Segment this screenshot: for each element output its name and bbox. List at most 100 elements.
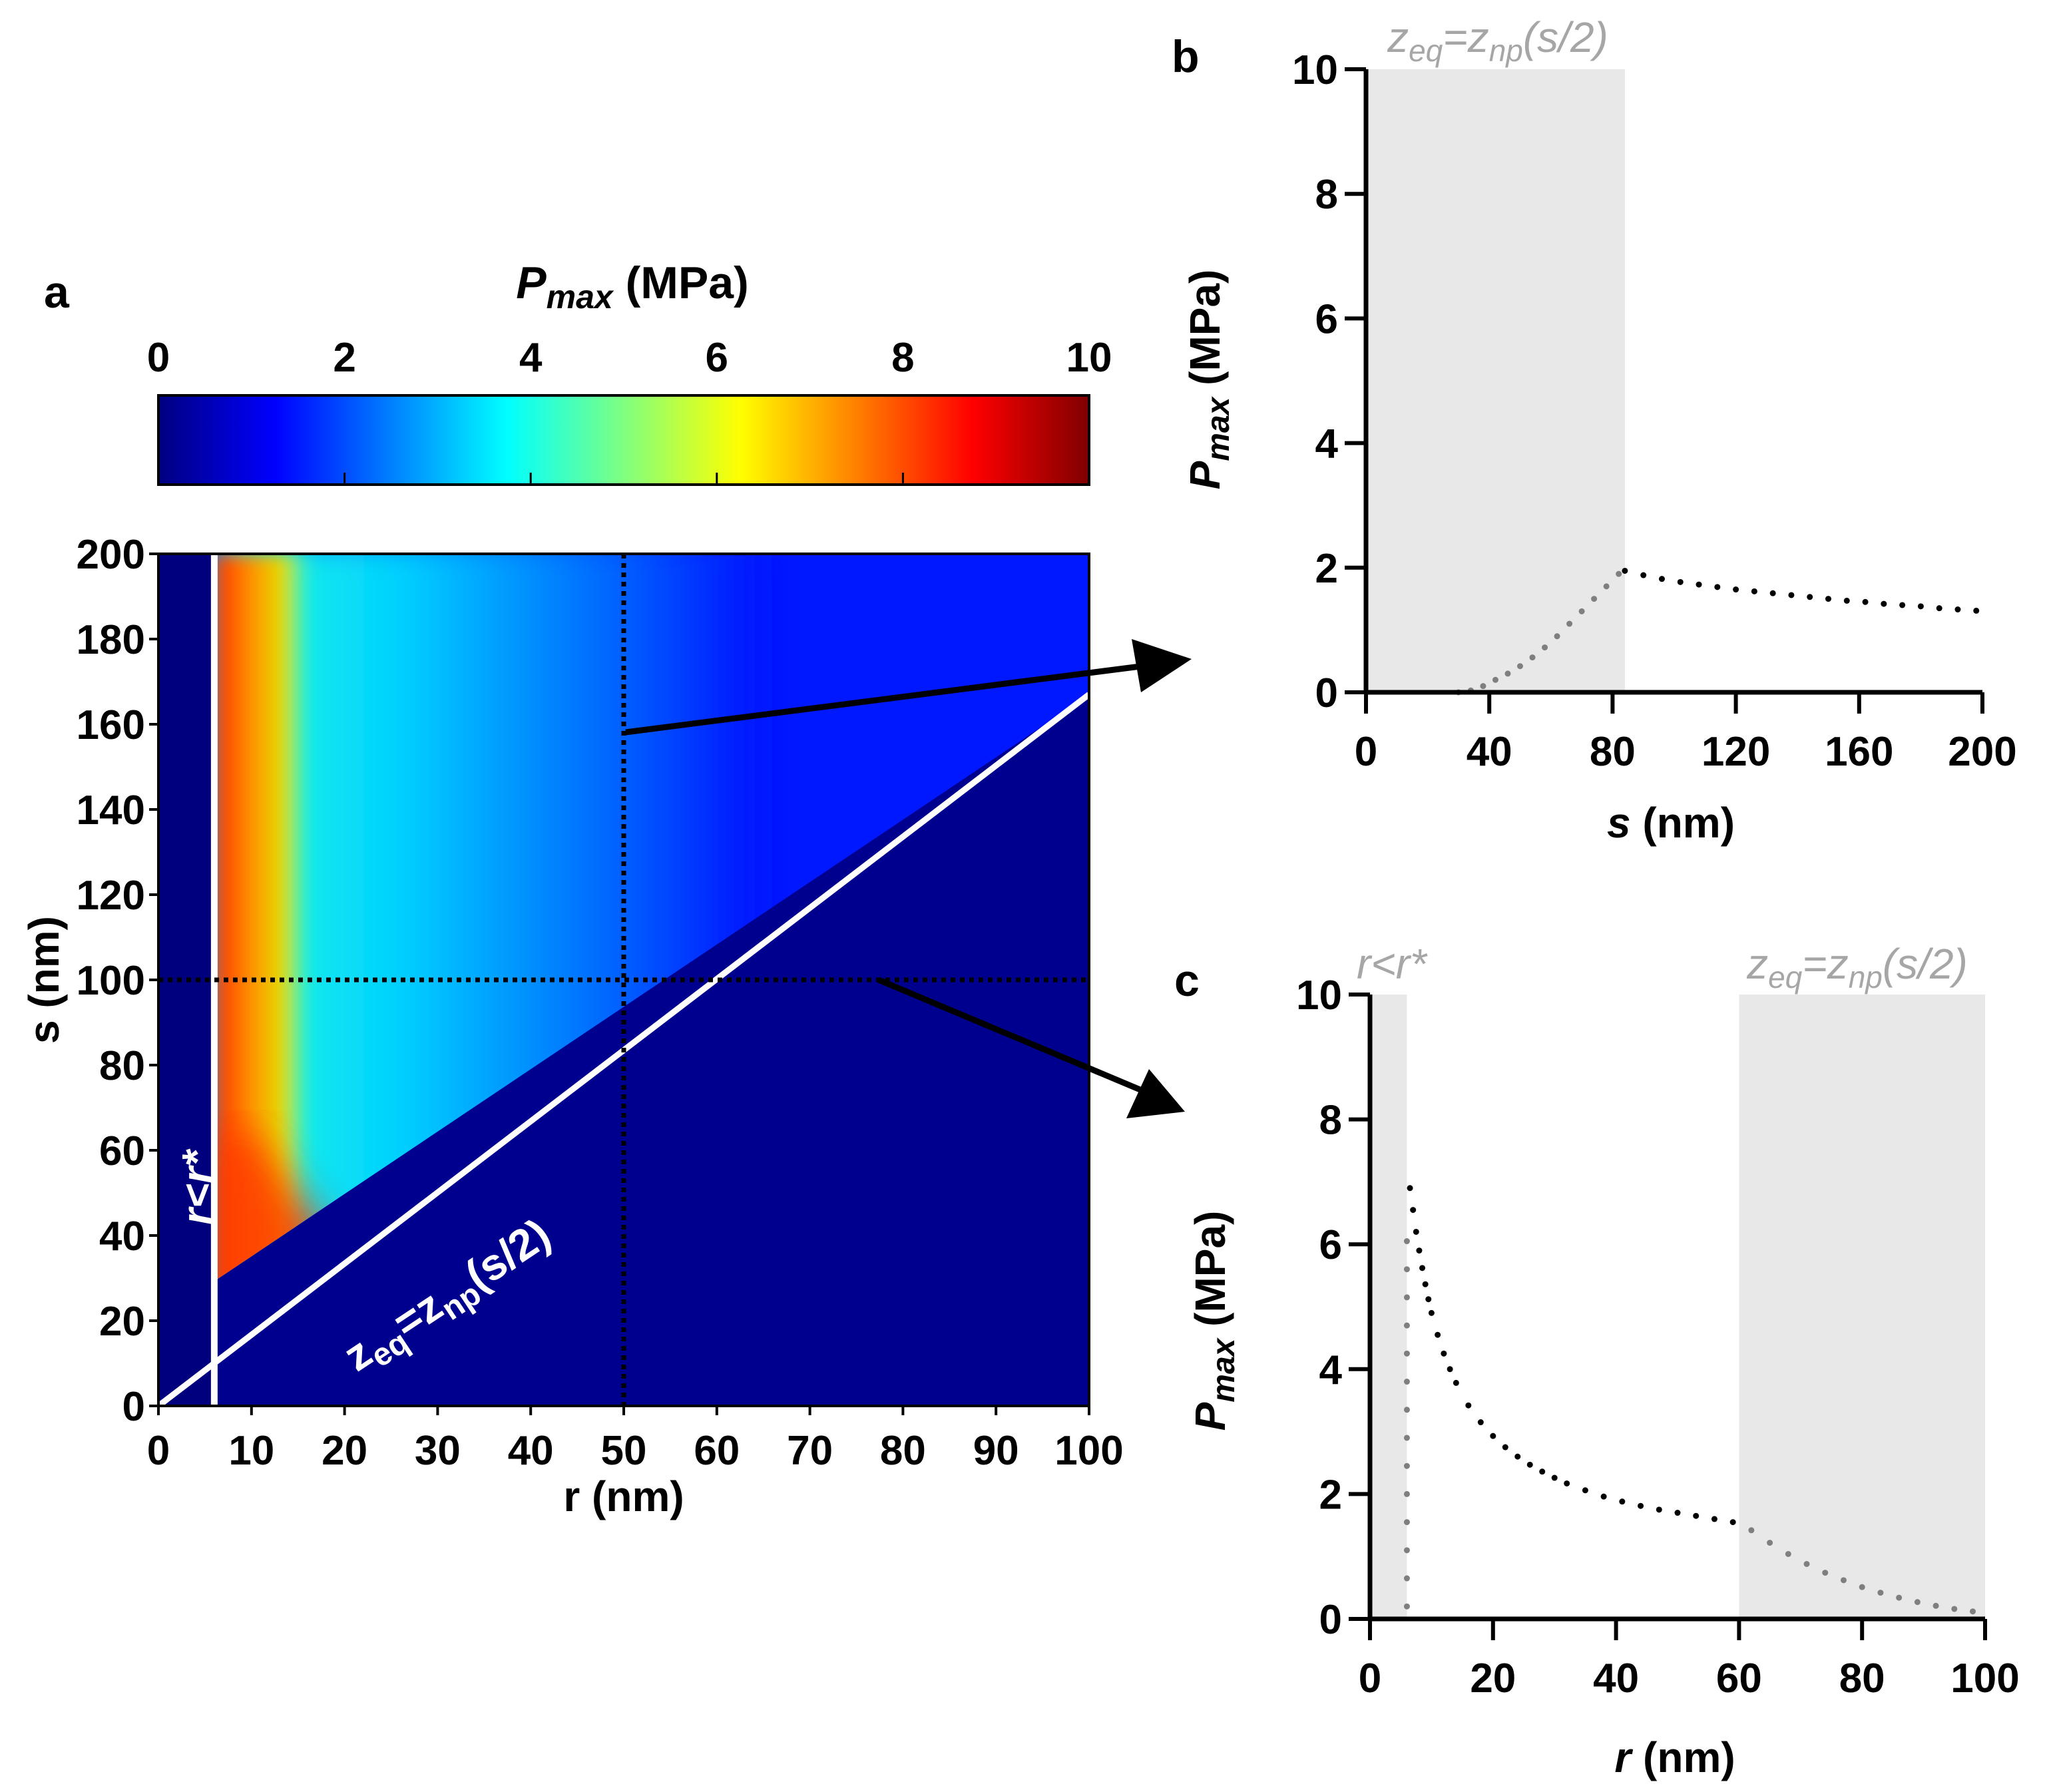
x-tick-label: 40 [1467,729,1512,775]
arrow-to-panel-b [625,659,1172,736]
data-point [1416,1247,1423,1254]
x-tick-label: 80 [1839,1656,1885,1701]
data-point [1403,1490,1410,1497]
panel-b-x-axis-label: s (nm) [1607,799,1735,847]
data-point [1616,570,1622,577]
data-point [1711,1516,1717,1522]
b-shade-sub-np: np [1489,33,1523,68]
data-point [1767,1540,1773,1546]
data-point [1600,1493,1607,1500]
panel-c-y-axis-label: Pmax (MPa) [1186,1211,1242,1431]
data-point [1551,1474,1558,1481]
data-point [1477,1419,1484,1426]
colorbar [157,394,1090,486]
data-point [1465,1402,1472,1409]
y-tick-label: 10 [1292,47,1338,93]
colorbar-tick-label: 6 [706,335,728,381]
panel-label-b: b [1172,31,1200,82]
colorbar-title: Pmax (MPa) [516,258,748,316]
y-tick-label: 0 [1319,1597,1342,1643]
data-point [1733,586,1739,593]
y-tick-label: 8 [1319,1098,1342,1144]
data-point [1564,1480,1570,1486]
panel-c-shade-label-left: r<r* [1357,940,1428,988]
data-point [1403,1519,1410,1526]
data-point [1862,598,1869,605]
heatmap-y-ticks: 0 20 40 60 80 100 120 140 160 180 200 [77,532,158,1430]
data-point [1419,1265,1426,1271]
x-tick-label: 40 [1593,1656,1639,1701]
data-point [1480,683,1486,690]
y-tick-label: 10 [1296,973,1342,1018]
x-tick-label: 0 [1355,729,1377,775]
colorbar-title-sub: max [547,278,614,316]
data-point [1640,572,1647,578]
data-point [1656,1506,1662,1513]
panel-c-x-axis-label: r (nm) [1614,1733,1735,1781]
data-point [1936,605,1942,612]
x-tick-label: 60 [1716,1656,1762,1701]
data-point [1840,1577,1847,1584]
b-shade-sub-eq: eq [1409,33,1443,68]
data-point [1407,1185,1413,1192]
colorbar-title-main: P [516,258,547,308]
y-tick-label: 8 [1315,172,1338,218]
data-point [1896,1594,1903,1601]
colorbar-tick-label: 2 [333,335,355,381]
data-point [1591,596,1598,602]
heatmap-x-tick-label: 10 [228,1428,274,1474]
heatmap-y-tick-label: 20 [99,1299,145,1345]
colorbar-tick-label: 10 [1066,335,1112,381]
data-point [1825,596,1831,602]
panel-c-shade-label-right: zeq=znp(s/2) [1746,940,1968,995]
data-point [1603,583,1610,590]
x-tick-label: 80 [1590,729,1636,775]
data-point [1582,1487,1588,1494]
data-point [1638,1502,1644,1509]
heatmap-x-tick-label: 100 [1054,1428,1123,1474]
heatmap-y-tick-label: 200 [77,532,145,578]
data-point [1566,620,1573,627]
panel-b-points [1455,567,1980,696]
x-tick-label: 200 [1948,729,2016,775]
x-tick-label: 0 [1359,1656,1381,1701]
heatmap-y-tick-label: 180 [77,617,145,663]
heatmap-y-tick-label: 80 [99,1043,145,1089]
heatmap-x-tick-label: 80 [880,1428,926,1474]
data-point [1517,663,1523,670]
heatmap-x-ticks: 0 10 20 30 40 50 60 70 80 90 100 [147,1406,1124,1474]
data-point [1422,1281,1429,1287]
data-point [1932,1602,1939,1609]
heatmap-x-tick-label: 50 [601,1428,647,1474]
data-point [1729,1519,1736,1526]
panel-b-axes: 0 40 80 120 160 200 0 2 4 6 8 10 [1292,47,2017,775]
panel-b-shaded-regions [1366,69,1625,692]
data-point [1954,606,1961,613]
b-shade-mid: =z [1443,13,1488,61]
heatmap-x-tick-label: 70 [787,1428,833,1474]
data-point [1622,567,1628,574]
heatmap-x-tick-label: 60 [694,1428,740,1474]
data-point [1899,602,1906,608]
data-point [1578,608,1585,614]
panel-b-y-axis-label: Pmax (MPa) [1181,270,1236,490]
data-point [1970,1608,1976,1615]
label-r-lt-rstar-map: r<r* [173,1148,221,1225]
heatmap-x-axis-label: r (nm) [563,1472,684,1520]
shaded-region [1739,995,1985,1619]
data-point [1403,1322,1410,1329]
data-point [1428,1309,1435,1316]
data-point [1619,1498,1626,1505]
panel-c-points [1403,1185,1976,1615]
shaded-region [1370,995,1407,1619]
heatmap-y-tick-label: 0 [122,1384,145,1430]
data-point [1413,1228,1419,1235]
heatmap-y-tick-label: 160 [77,702,145,748]
data-point [1539,1468,1546,1475]
colorbar-tick-label: 4 [519,335,543,381]
data-point [1843,597,1850,604]
y-tick-label: 2 [1315,546,1338,592]
data-point [1403,1294,1410,1301]
data-point [1403,1603,1410,1610]
data-point [1435,1331,1441,1338]
